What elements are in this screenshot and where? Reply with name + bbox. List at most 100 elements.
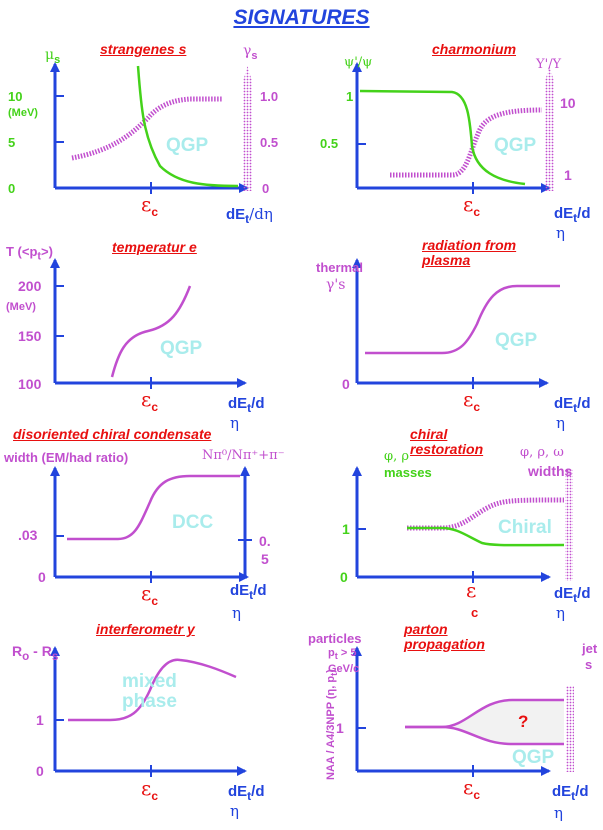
x-axis-eta: η <box>556 414 565 432</box>
y-unit: (MeV) <box>8 107 38 119</box>
critical-energy-label: εc <box>141 387 159 414</box>
y-tick-right: 10 <box>560 95 576 111</box>
chiral-restoration-plot <box>352 466 573 583</box>
critical-energy-label: εc <box>463 192 481 219</box>
critical-energy-sub: c <box>471 605 479 620</box>
y-tick: 0 <box>38 569 46 585</box>
y-tick: 10 <box>8 89 23 104</box>
region-label: mixed phase <box>122 671 177 712</box>
panel-title: chiral restoration <box>410 426 484 457</box>
y-label-left-3: GeV/c <box>328 663 360 675</box>
panel-radiation: radiation from plasma thermal γ's 0 QGP … <box>302 234 603 439</box>
x-axis-eta: η <box>556 224 565 242</box>
x-axis-eta: η <box>554 804 563 822</box>
dcc-plot <box>50 466 252 583</box>
y-tick: 5 <box>8 135 16 150</box>
panel-dcc: disoriented chiral condensate width (EM/… <box>0 424 301 629</box>
panel-temperature: temperatur e T (<pt>) 200 (MeV) 150 100 … <box>0 234 301 439</box>
x-axis-label: dEt/dη <box>226 205 273 226</box>
psi-ratio-curve <box>359 89 526 186</box>
y-tick: 0 <box>36 763 44 779</box>
radius-difference-curve <box>68 658 237 722</box>
y-label-left: T (<pt>) <box>6 244 53 263</box>
y-axis-right <box>565 469 573 581</box>
thermal-photon-curve <box>365 284 560 355</box>
x-axis-eta: η <box>556 604 565 622</box>
region-label: DCC <box>172 512 214 533</box>
x-axis-label: dEt/d <box>552 783 589 803</box>
x-axis-label: dEt/d <box>230 582 267 602</box>
panel-strangeness: strangenes s μs 10 (MeV) 5 0 γs 1.0 0.5 … <box>0 36 301 241</box>
y-label-left: Ro - Rs <box>12 643 59 663</box>
uncertainty-band <box>442 700 564 744</box>
y-label-right: jet <box>582 641 598 656</box>
y-label-left-2: pt > 5 <box>328 647 357 662</box>
x-axis-eta: η <box>232 604 241 622</box>
y-label-left-2: γ's <box>326 277 346 293</box>
x-axis-label: dEt/d <box>554 205 591 225</box>
panel-title: temperatur e <box>112 239 197 255</box>
parton-propagation-plot <box>352 646 574 777</box>
y-tick: 0 <box>342 376 350 392</box>
y-label-right: φ, ρ, ω <box>520 445 564 460</box>
y-tick: 1 <box>36 712 44 728</box>
y-label-left: thermal <box>316 260 363 275</box>
critical-energy-label: εc <box>463 387 481 414</box>
x-axis-label: dEt/d <box>554 585 591 605</box>
widths-curve <box>407 497 565 531</box>
y-tick: .03 <box>18 527 38 543</box>
y-tick-right: 1.0 <box>260 89 279 104</box>
y-axis-right <box>566 686 574 772</box>
y-tick-right: 0 <box>262 181 270 196</box>
panel-title: parton propagation <box>404 621 485 652</box>
region-label: QGP <box>495 330 538 351</box>
dcc-curve <box>67 474 240 541</box>
panel-charmonium: charmonium ψ'/ψ 1 0.5 Υ'/Υ 10 1 QGP εc d… <box>302 36 603 241</box>
y-label-left: ψ'/ψ <box>344 55 373 70</box>
y-label-left: particles <box>308 631 362 646</box>
region-label: QGP <box>166 135 209 156</box>
y-tick: 0 <box>8 181 16 196</box>
charmonium-plot <box>352 62 554 194</box>
lower-curve <box>405 725 564 746</box>
interferometry-plot <box>50 646 247 777</box>
gamma-s-curve <box>71 96 222 161</box>
upsilon-ratio-curve <box>390 107 543 178</box>
mu-s-curve <box>136 65 239 188</box>
y-label-left-2: masses <box>384 465 432 480</box>
panel-title: strangenes s <box>100 41 187 57</box>
panel-title: charmonium <box>432 41 517 57</box>
region-label: QGP <box>160 338 203 359</box>
y-tick: 0.5 <box>320 136 339 151</box>
y-tick-right: 0. <box>259 533 271 549</box>
y-tick-right: 5 <box>261 551 269 567</box>
y-tick: 0 <box>340 569 348 585</box>
y-label-right-2: widths <box>528 463 573 479</box>
masses-curve <box>407 526 565 547</box>
y-tick: 100 <box>18 376 42 392</box>
panel-interferometry: interferometr y Ro - Rs 1 0 mixed phase … <box>0 620 301 825</box>
y-tick-right: 0.5 <box>260 135 279 150</box>
region-label: QGP <box>512 747 555 768</box>
region-label: Chiral <box>498 517 552 538</box>
panel-chiral-restoration: chiral restoration φ, ρ masses φ, ρ, ω w… <box>302 424 603 629</box>
x-axis-eta: η <box>230 802 239 820</box>
y-label-right: γs <box>243 43 258 62</box>
panel-title: interferometr y <box>96 621 195 637</box>
y-label-left: μs <box>45 47 61 66</box>
y-label-right: Nπ⁰/Nπ⁺+π⁻ <box>202 448 285 463</box>
y-tick-right: 1 <box>564 167 572 183</box>
x-axis-label: dEt/d <box>228 783 265 803</box>
y-label-left: φ, ρ <box>384 449 410 464</box>
y-axis-right <box>243 81 252 191</box>
radiation-plot <box>352 258 560 389</box>
panel-title: disoriented chiral condensate <box>13 426 212 442</box>
y-tick: 1 <box>346 89 354 104</box>
page-title: SIGNATURES <box>233 6 370 29</box>
y-label-left: width (EM/had ratio) <box>4 450 129 465</box>
question-mark: ? <box>518 712 529 731</box>
temperature-plot <box>50 258 247 389</box>
y-unit: (MeV) <box>6 301 36 313</box>
panel-title: radiation from plasma <box>422 237 517 268</box>
y-tick: 200 <box>18 278 42 294</box>
